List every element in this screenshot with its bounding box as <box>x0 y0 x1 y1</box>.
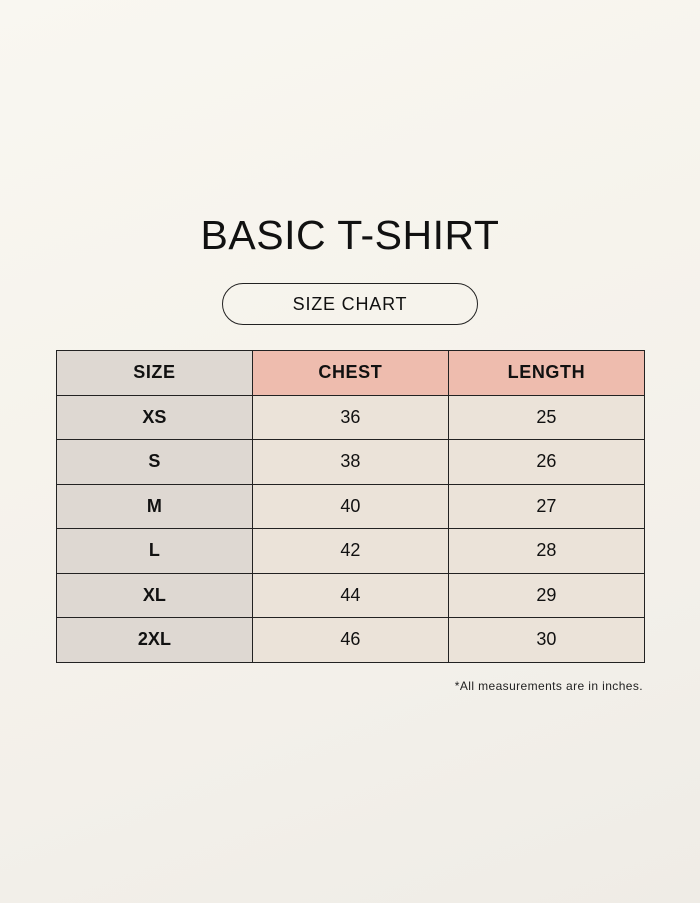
measurement-note: *All measurements are in inches. <box>454 679 643 693</box>
table-row: XL 44 29 <box>56 572 646 618</box>
length-cell: 30 <box>447 617 646 663</box>
size-table: SIZE CHEST LENGTH XS 36 25 S 38 26 M 40 27 L 42 28 X… <box>56 350 646 663</box>
table-header-row: SIZE CHEST LENGTH <box>56 350 646 396</box>
chest-cell: 36 <box>251 394 449 440</box>
chest-cell: 40 <box>251 483 449 529</box>
page-title: BASIC T-SHIRT <box>200 212 500 258</box>
size-cell: S <box>56 439 253 485</box>
header-size: SIZE <box>56 350 253 396</box>
table-row: XS 36 25 <box>56 394 646 440</box>
length-cell: 26 <box>447 439 646 485</box>
size-cell: L <box>56 528 253 574</box>
size-cell: M <box>56 483 253 529</box>
table-row: S 38 26 <box>56 439 646 485</box>
size-cell: 2XL <box>56 617 253 663</box>
length-cell: 28 <box>447 528 646 574</box>
length-cell: 27 <box>447 483 646 529</box>
table-row: 2XL 46 30 <box>56 617 646 663</box>
header-chest: CHEST <box>251 350 449 396</box>
size-cell: XL <box>56 572 253 618</box>
length-cell: 25 <box>447 394 646 440</box>
size-cell: XS <box>56 394 253 440</box>
chest-cell: 46 <box>251 617 449 663</box>
header-length: LENGTH <box>447 350 646 396</box>
chest-cell: 38 <box>251 439 449 485</box>
chest-cell: 42 <box>251 528 449 574</box>
size-chart-badge: SIZE CHART <box>222 283 478 325</box>
chest-cell: 44 <box>251 572 449 618</box>
length-cell: 29 <box>447 572 646 618</box>
table-row: L 42 28 <box>56 528 646 574</box>
table-row: M 40 27 <box>56 483 646 529</box>
